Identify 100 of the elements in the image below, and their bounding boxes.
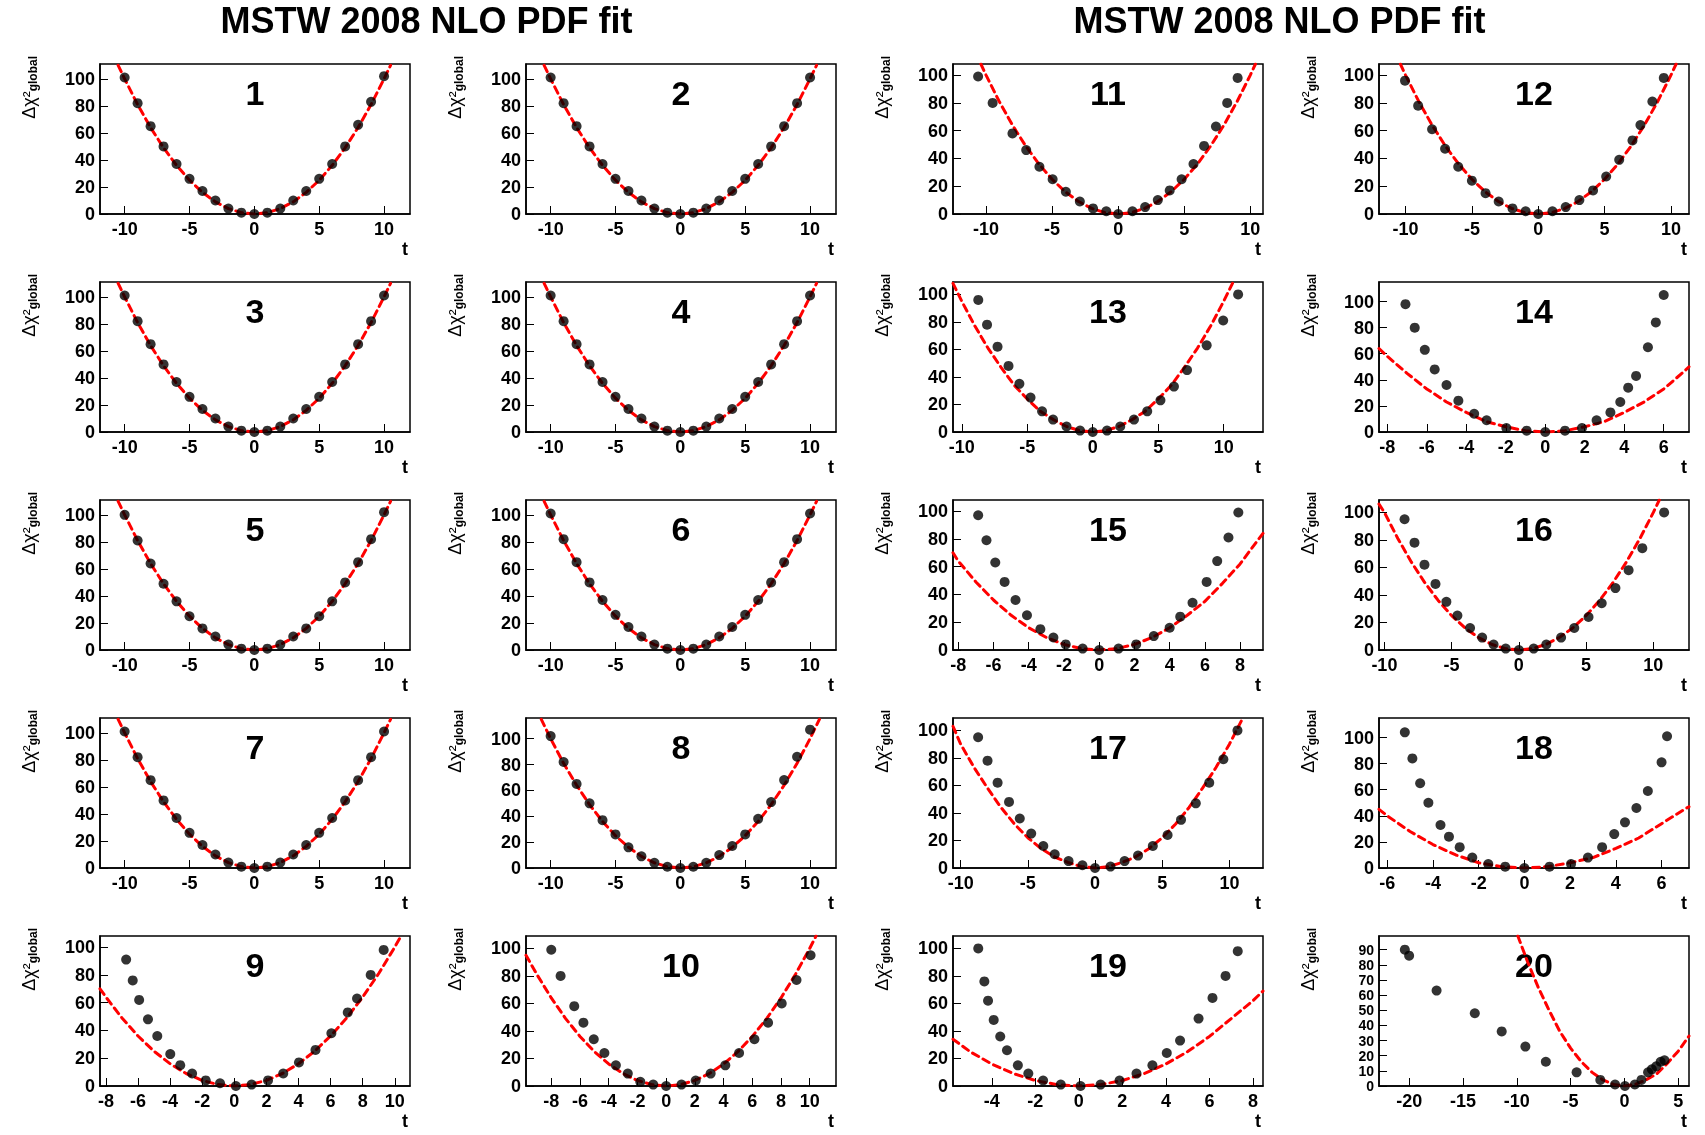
annotation: 19 bbox=[1089, 946, 1127, 984]
annotation: 10 bbox=[662, 946, 700, 984]
x-tick-label: 10 bbox=[374, 219, 395, 239]
y-tick-label: 20 bbox=[74, 394, 95, 415]
y-tick-label: 10 bbox=[1358, 1062, 1375, 1079]
y-tick-label: 20 bbox=[1353, 831, 1374, 852]
y-tick-label: 100 bbox=[917, 65, 948, 86]
x-tick-label: 6 bbox=[1199, 655, 1210, 675]
x-tick-label: 2 bbox=[1579, 437, 1590, 457]
x-tick-label: -10 bbox=[537, 873, 564, 893]
x-tick-label: 5 bbox=[1157, 873, 1168, 893]
x-tick-label: 0 bbox=[675, 219, 686, 239]
x-tick-label: -5 bbox=[1044, 219, 1061, 239]
x-tick-label: 2 bbox=[261, 1091, 272, 1111]
y-tick-label: 0 bbox=[937, 858, 948, 878]
y-tick-label: 100 bbox=[917, 501, 948, 522]
y-tick-label: 20 bbox=[927, 1048, 948, 1069]
y-tick-label: 100 bbox=[64, 286, 95, 307]
x-tick-label: -5 bbox=[181, 873, 198, 893]
x-tick-label: 4 bbox=[1619, 437, 1630, 457]
y-tick-label: 100 bbox=[917, 720, 948, 741]
x-tick-label: 10 bbox=[799, 1091, 820, 1111]
y-tick-label: 100 bbox=[1343, 727, 1374, 748]
x-axis-title: t bbox=[402, 239, 408, 259]
x-tick-label: 0 bbox=[1513, 655, 1524, 675]
annotation: 5 bbox=[245, 510, 265, 548]
x-tick-label: 6 bbox=[325, 1091, 336, 1111]
x-tick-label: -5 bbox=[1443, 655, 1460, 675]
x-tick-label: -5 bbox=[607, 655, 624, 675]
y-tick-label: 40 bbox=[500, 367, 521, 388]
x-axis-title: t bbox=[1255, 457, 1261, 477]
x-tick-label: 0 bbox=[1533, 219, 1544, 239]
x-axis-title: t bbox=[402, 457, 408, 477]
x-tick-label: 10 bbox=[800, 873, 821, 893]
y-tick-label: 0 bbox=[84, 422, 95, 442]
y-tick-label: 50 bbox=[1358, 1002, 1375, 1019]
x-axis-title: t bbox=[1681, 893, 1687, 913]
annotation: 13 bbox=[1089, 292, 1127, 330]
x-tick-label: -5 bbox=[181, 219, 198, 239]
y-tick-label: 0 bbox=[510, 1076, 521, 1096]
x-axis-title: t bbox=[402, 1111, 408, 1131]
y-tick-label: 60 bbox=[500, 993, 521, 1014]
y-tick-label: 60 bbox=[927, 339, 948, 360]
x-tick-label: 4 bbox=[1160, 1091, 1171, 1111]
x-tick-label: 0 bbox=[249, 655, 260, 675]
chart-title: MSTW 2008 NLO PDF fit bbox=[1072, 0, 1487, 42]
x-tick-label: 10 bbox=[374, 873, 395, 893]
x-tick-label: 4 bbox=[1164, 655, 1175, 675]
x-tick-label: -5 bbox=[607, 219, 624, 239]
x-tick-label: 5 bbox=[1673, 1091, 1684, 1111]
y-tick-label: 60 bbox=[1353, 120, 1374, 141]
y-tick-label: 0 bbox=[510, 422, 521, 442]
x-tick-label: -5 bbox=[607, 437, 624, 457]
annotation: 18 bbox=[1515, 728, 1553, 766]
x-tick-label: -8 bbox=[97, 1091, 114, 1111]
y-tick-label: 80 bbox=[1358, 956, 1375, 973]
y-tick-label: 20 bbox=[1353, 612, 1374, 633]
y-tick-label: 20 bbox=[74, 830, 95, 851]
y-tick-label: 60 bbox=[927, 120, 948, 141]
y-tick-label: 80 bbox=[74, 964, 95, 985]
y-tick-label: 0 bbox=[1363, 422, 1374, 442]
x-tick-label: 5 bbox=[740, 655, 751, 675]
x-tick-label: -8 bbox=[543, 1091, 560, 1111]
y-tick-label: 20 bbox=[927, 612, 948, 633]
annotation: 3 bbox=[245, 292, 265, 330]
y-tick-label: 0 bbox=[510, 858, 521, 878]
x-tick-label: -10 bbox=[537, 655, 564, 675]
y-tick-label: 40 bbox=[1353, 805, 1374, 826]
x-axis-title: t bbox=[1255, 893, 1261, 913]
x-tick-label: -10 bbox=[111, 219, 138, 239]
x-tick-label: 6 bbox=[1658, 437, 1669, 457]
y-tick-label: 40 bbox=[74, 803, 95, 824]
annotation: 7 bbox=[245, 728, 265, 766]
y-tick-label: 40 bbox=[1358, 1017, 1375, 1034]
x-tick-label: 0 bbox=[249, 873, 260, 893]
x-tick-label: 5 bbox=[740, 437, 751, 457]
y-tick-label: 60 bbox=[500, 122, 521, 143]
x-tick-label: -15 bbox=[1449, 1091, 1476, 1111]
x-tick-label: 5 bbox=[1153, 437, 1164, 457]
y-tick-label: 0 bbox=[84, 1076, 95, 1096]
y-tick-label: 0 bbox=[84, 640, 95, 660]
x-axis-title: t bbox=[1681, 675, 1687, 695]
x-tick-label: -10 bbox=[1392, 219, 1419, 239]
y-tick-label: 20 bbox=[1353, 395, 1374, 416]
x-tick-label: -2 bbox=[1497, 437, 1514, 457]
y-tick-label: 80 bbox=[1353, 529, 1374, 550]
x-tick-label: -4 bbox=[162, 1091, 179, 1111]
y-tick-label: 80 bbox=[927, 92, 948, 113]
y-tick-label: 0 bbox=[1363, 858, 1374, 878]
x-axis-title: t bbox=[402, 675, 408, 695]
x-tick-label: -6 bbox=[571, 1091, 588, 1111]
x-tick-label: 5 bbox=[314, 437, 325, 457]
y-tick-label: 40 bbox=[74, 1020, 95, 1041]
y-tick-label: 100 bbox=[1343, 65, 1374, 86]
y-tick-label: 80 bbox=[1353, 92, 1374, 113]
y-tick-label: 80 bbox=[500, 531, 521, 552]
x-tick-label: 0 bbox=[675, 873, 686, 893]
x-tick-label: 10 bbox=[1219, 873, 1240, 893]
x-tick-label: 10 bbox=[1643, 655, 1664, 675]
chart-title: MSTW 2008 NLO PDF fit bbox=[219, 0, 634, 42]
